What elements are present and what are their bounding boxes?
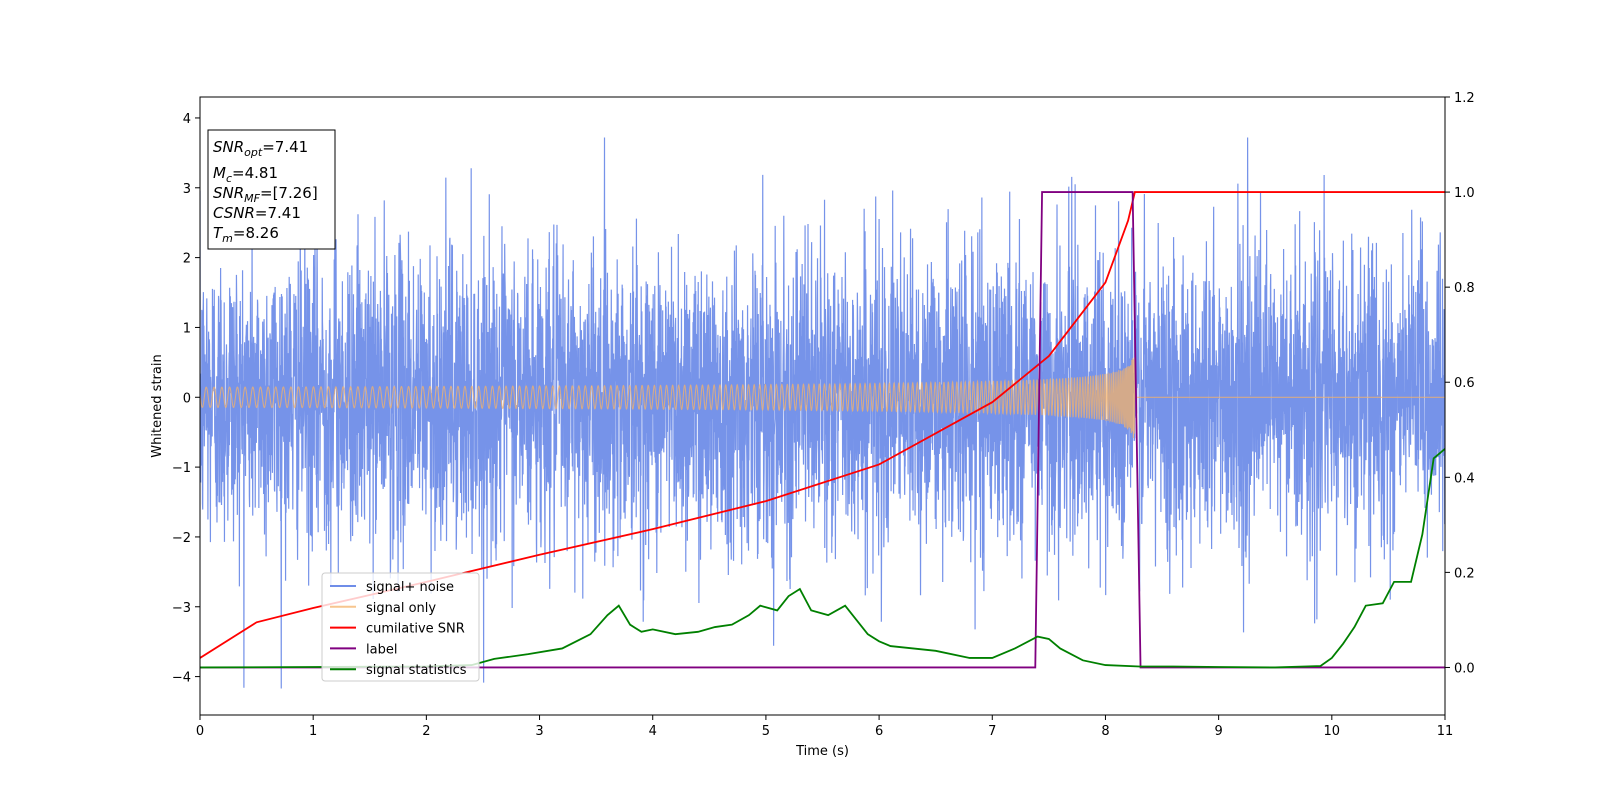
legend-label: signal only bbox=[366, 601, 436, 616]
y-tick-label: 1 bbox=[183, 321, 191, 336]
x-tick-label: 2 bbox=[422, 724, 430, 739]
y-tick-label: 2 bbox=[183, 252, 191, 267]
x-tick-label: 8 bbox=[1101, 724, 1109, 739]
x-tick-label: 3 bbox=[535, 724, 543, 739]
y-tick-label: −2 bbox=[172, 531, 191, 546]
x-tick-label: 1 bbox=[309, 724, 317, 739]
info-mc: Mc=4.81 bbox=[213, 164, 278, 185]
legend: signal+ noise signal only cumilative SNR la… bbox=[321, 572, 480, 682]
legend-label: cumilative SNR bbox=[366, 622, 465, 637]
plot-frame bbox=[199, 96, 1446, 716]
y-axis-label: Whitened strain bbox=[150, 354, 165, 457]
y2-tick-label: 0.2 bbox=[1454, 566, 1475, 581]
x-tick-label: 4 bbox=[649, 724, 657, 739]
series-signal-noise-line bbox=[200, 137, 1445, 689]
x-tick-label: 10 bbox=[1324, 724, 1341, 739]
x-tick-label: 0 bbox=[196, 724, 204, 739]
y2-tick-label: 1.2 bbox=[1454, 91, 1475, 106]
x-tick-label: 6 bbox=[875, 724, 883, 739]
y-tick-label: 3 bbox=[183, 182, 191, 197]
info-tm: Tm=8.26 bbox=[213, 224, 279, 245]
series-signal-only-line bbox=[200, 357, 1445, 439]
y2-tick-label: 1.0 bbox=[1454, 186, 1475, 201]
y-tick-label: 4 bbox=[183, 112, 191, 127]
info-snr-mf: SNRMF=[7.26] bbox=[213, 184, 318, 205]
y-tick-label: 0 bbox=[183, 391, 191, 406]
legend-label: signal statistics bbox=[366, 663, 467, 678]
y2-tick-label: 0.0 bbox=[1454, 661, 1475, 676]
legend-label: label bbox=[366, 642, 397, 657]
y2-tick-label: 0.8 bbox=[1454, 281, 1475, 296]
info-csnr: CSNR=7.41 bbox=[213, 204, 301, 222]
info-snr-opt: SNRopt=7.41 bbox=[213, 138, 308, 159]
y2-tick-label: 0.6 bbox=[1454, 376, 1475, 391]
y-tick-label: −3 bbox=[172, 601, 191, 616]
x-axis-label: Time (s) bbox=[795, 744, 849, 759]
y2-tick-label: 0.4 bbox=[1454, 471, 1475, 486]
legend-box bbox=[321, 572, 480, 682]
x-tick-label: 9 bbox=[1214, 724, 1222, 739]
info-box-frame bbox=[207, 129, 336, 250]
x-tick-label: 5 bbox=[762, 724, 770, 739]
series-statistics-line bbox=[200, 448, 1445, 669]
legend-label: signal+ noise bbox=[366, 580, 454, 595]
x-tick-label: 11 bbox=[1437, 724, 1454, 739]
y-tick-label: −1 bbox=[172, 461, 191, 476]
x-tick-label: 7 bbox=[988, 724, 996, 739]
y-tick-label: −4 bbox=[172, 671, 191, 686]
